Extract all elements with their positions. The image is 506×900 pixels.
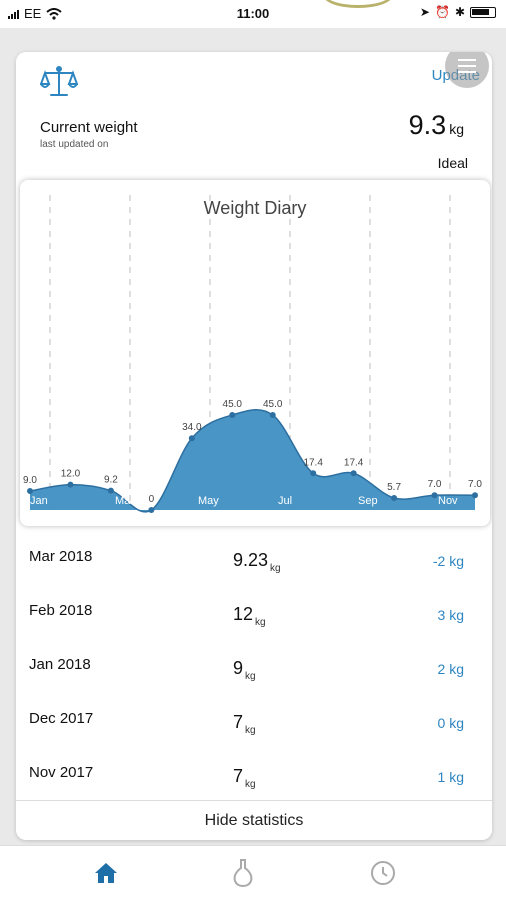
- history-weight-number: 7: [233, 712, 244, 732]
- bluetooth-icon: ✱: [454, 5, 465, 19]
- history-change: 3 kg: [437, 607, 464, 623]
- history-row[interactable]: Dec 2017 7 kg 0 kg: [16, 702, 492, 756]
- data-point: [148, 507, 155, 513]
- status-left: EE: [8, 6, 62, 21]
- data-label: 17.4: [344, 457, 364, 468]
- data-point: [107, 487, 114, 494]
- current-weight-value: 9.3 kg: [409, 110, 464, 141]
- history-date: Jan 2018: [29, 656, 91, 673]
- home-icon: [95, 863, 117, 883]
- data-point: [310, 470, 317, 477]
- menu-icon: [458, 59, 476, 61]
- history-weight-number: 7: [233, 766, 244, 786]
- weight-status: Ideal: [437, 155, 468, 171]
- history-change: -2 kg: [432, 553, 464, 569]
- current-weight-number: 9.3: [408, 110, 447, 140]
- history-date: Mar 2018: [29, 548, 93, 565]
- history-date: Feb 2018: [29, 602, 93, 619]
- data-point: [188, 435, 195, 442]
- data-point: [431, 492, 438, 499]
- weight-card: Update Current weight last updated on 9.…: [16, 52, 492, 840]
- history-weight: 9.23 kg: [233, 550, 281, 574]
- history-weight-unit: kg: [255, 617, 266, 628]
- data-point: [27, 488, 33, 494]
- last-updated-label: last updated on: [40, 139, 109, 150]
- chart-area: [30, 409, 475, 512]
- history-date: Nov 2017: [29, 764, 94, 781]
- data-label: 17.4: [303, 457, 323, 468]
- data-point: [472, 492, 478, 499]
- history-weight: 12 kg: [233, 604, 266, 628]
- data-point: [67, 481, 74, 488]
- data-label: 34.0: [182, 422, 202, 433]
- current-weight-unit: kg: [449, 121, 464, 137]
- history-row[interactable]: Feb 2018 12 kg 3 kg: [16, 594, 492, 648]
- signal-icon: [8, 9, 19, 19]
- battery-icon: [470, 6, 496, 18]
- nav-home[interactable]: [91, 858, 121, 888]
- data-label: 5.7: [387, 482, 401, 493]
- location-arrow-icon: ➤: [419, 5, 430, 19]
- history-change: 1 kg: [437, 769, 464, 785]
- history-weight-unit: kg: [245, 779, 256, 790]
- weight-diary-chart: 9.0 12.0 9.2 0 34.0 45.0 45.0 17.4 17.4 5.7 7.0 7.0…: [20, 180, 490, 526]
- x-tick-label: Mar: [115, 495, 134, 507]
- carrier-label: EE: [24, 6, 42, 21]
- history-weight-unit: kg: [245, 671, 256, 682]
- data-label: 12.0: [61, 469, 81, 480]
- x-tick-label: Nov: [438, 495, 458, 507]
- history-weight: 9 kg: [233, 658, 256, 682]
- history-weight-number: 9.23: [233, 550, 269, 570]
- wifi-icon: [46, 7, 62, 20]
- history-weight-number: 9: [233, 658, 244, 678]
- nav-flask[interactable]: [228, 858, 258, 888]
- alarm-icon: ⏰: [434, 5, 450, 19]
- current-weight-label: Current weight: [40, 119, 138, 136]
- status-bar: EE 11:00 ➤ ⏰ ✱: [0, 0, 506, 28]
- clock-icon: [371, 861, 395, 885]
- status-right: ➤ ⏰ ✱: [420, 5, 496, 19]
- data-point: [269, 412, 276, 418]
- x-tick-label: Sep: [358, 495, 378, 507]
- data-point: [350, 470, 357, 477]
- history-weight: 7 kg: [233, 766, 256, 790]
- flask-icon: [233, 859, 253, 888]
- x-tick-label: May: [198, 495, 219, 507]
- history-change: 2 kg: [437, 661, 464, 677]
- menu-button[interactable]: [445, 52, 489, 88]
- history-row[interactable]: Nov 2017 7 kg 1 kg: [16, 756, 492, 810]
- data-label: 9.0: [23, 475, 37, 486]
- bottom-nav: [0, 845, 506, 900]
- data-point: [391, 494, 398, 501]
- data-label: 7.0: [468, 479, 482, 490]
- chart-svg: 9.0 12.0 9.2 0 34.0 45.0 45.0 17.4 17.4 5.7 7.0 7.0…: [23, 195, 482, 513]
- scale-icon: [40, 66, 78, 96]
- data-label: 9.2: [104, 475, 118, 486]
- data-point: [229, 412, 236, 418]
- hide-statistics-button[interactable]: Hide statistics: [16, 800, 492, 840]
- chart-title: Weight Diary: [203, 198, 307, 218]
- data-label: 0: [149, 494, 155, 505]
- x-tick-label: Jul: [278, 495, 292, 507]
- history-row[interactable]: Mar 2018 9.23 kg -2 kg: [16, 540, 492, 594]
- history-date: Dec 2017: [29, 710, 94, 727]
- history-change: 0 kg: [437, 715, 464, 731]
- data-label: 45.0: [223, 399, 243, 410]
- history-weight-unit: kg: [270, 563, 281, 574]
- history-row[interactable]: Jan 2018 9 kg 2 kg: [16, 648, 492, 702]
- history-weight-unit: kg: [245, 725, 256, 736]
- data-label: 45.0: [263, 399, 283, 410]
- history-weight: 7 kg: [233, 712, 256, 736]
- history-weight-number: 12: [233, 604, 254, 624]
- data-label: 7.0: [428, 479, 442, 490]
- clock-time: 11:00: [236, 6, 270, 21]
- nav-history[interactable]: [368, 858, 398, 888]
- x-tick-label: Jan: [30, 495, 48, 507]
